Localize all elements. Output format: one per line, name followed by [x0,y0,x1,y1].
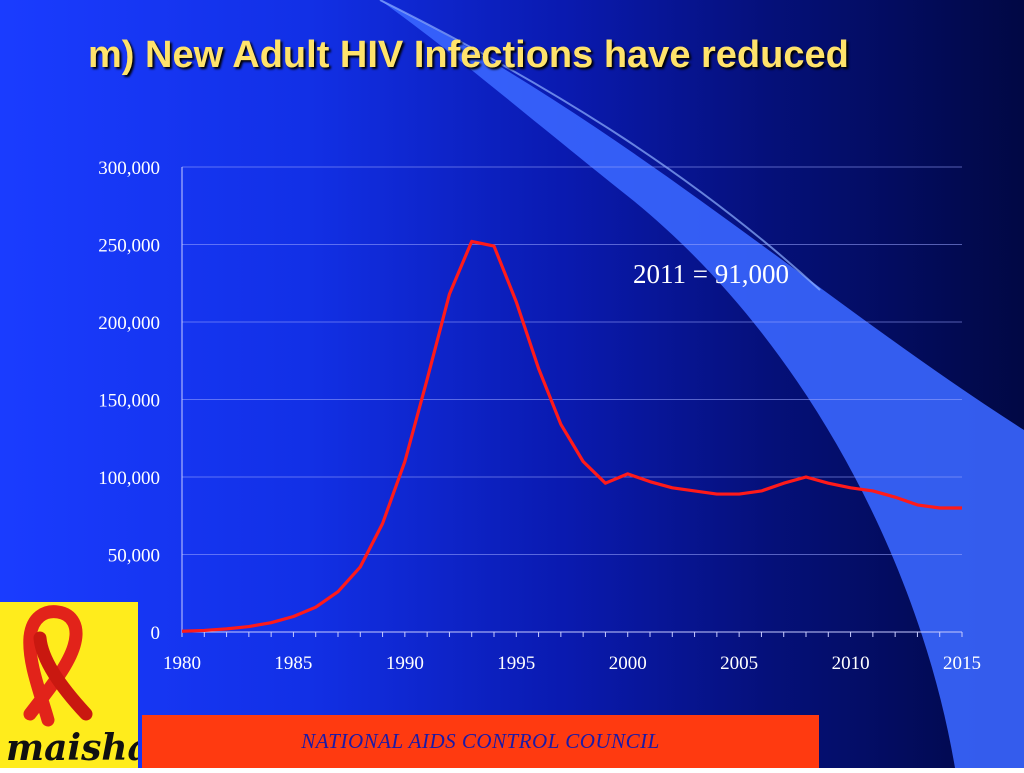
chart-annotation: 2011 = 91,000 [633,259,789,289]
y-tick-label: 250,000 [98,236,160,257]
footer-text: NATIONAL AIDS CONTROL COUNCIL [301,729,660,753]
y-tick-label: 200,000 [98,313,160,334]
x-tick-label: 2005 [720,653,758,674]
series-line [181,239,962,633]
svg-text:maisha!: maisha! [6,727,138,768]
slide-title: m) New Adult HIV Infections have reduced [88,34,849,76]
x-tick-label: 1985 [274,653,312,674]
x-axis-tick-labels: 1980 1985 1990 1995 2000 2005 2010 2015 [163,653,981,674]
chart-gridlines [182,166,962,555]
y-tick-label: 150,000 [98,391,160,412]
y-tick-label: 100,000 [98,468,160,489]
red-ribbon-icon: maisha! [6,605,167,769]
y-tick-label: 0 [151,623,161,644]
y-axis-tick-labels: 0 50,000 100,000 150,000 200,000 250,000 300,0… [98,158,160,644]
maisha-logo: maisha! [0,602,167,769]
x-tick-label: 2015 [943,653,981,674]
x-tick-label: 1990 [386,653,424,674]
x-tick-label: 1995 [497,653,535,674]
chart-series [181,239,962,633]
y-tick-label: 50,000 [108,546,160,567]
y-tick-label: 300,000 [98,158,160,179]
x-tick-label: 1980 [163,653,201,674]
x-tick-label: 2000 [609,653,647,674]
x-tick-label: 2010 [832,653,870,674]
chart-axes [181,167,963,637]
footer-banner: NATIONAL AIDS CONTROL COUNCIL [142,715,819,768]
